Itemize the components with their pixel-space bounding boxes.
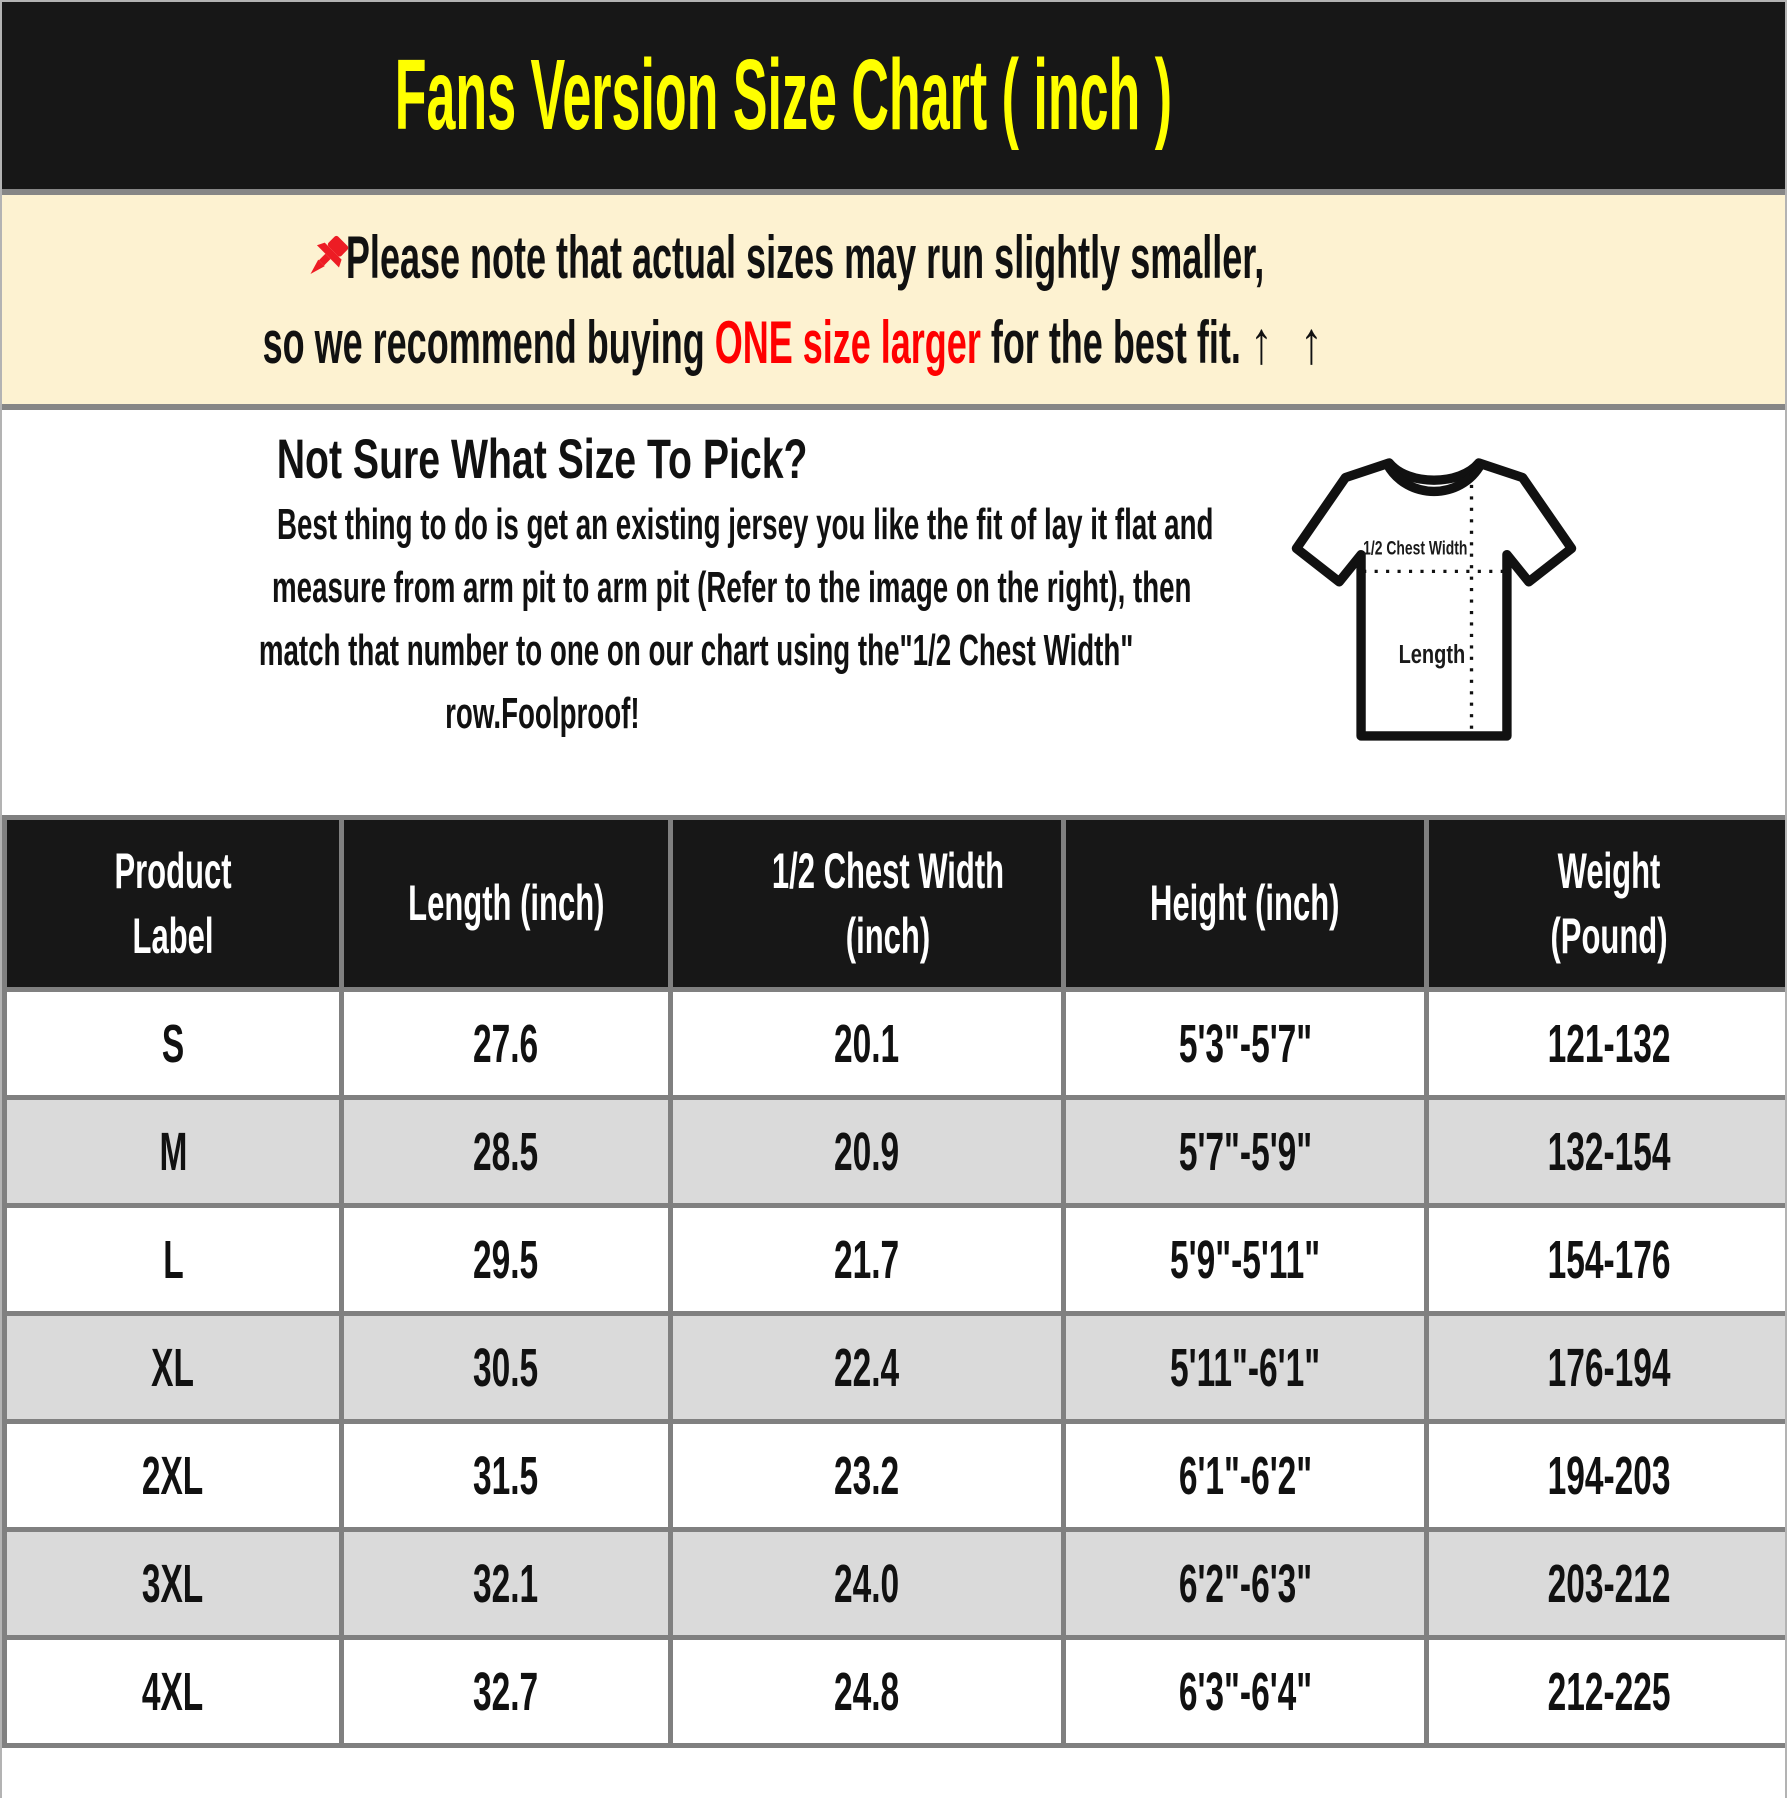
cell-height: 5'3"-5'7" xyxy=(1061,987,1429,1100)
cell-height: 5'11"-6'1" xyxy=(1061,1311,1429,1424)
cell-height: 6'3"-6'4" xyxy=(1061,1635,1429,1748)
page-title: Fans Version Size Chart ( inch ) xyxy=(394,39,1173,151)
cell-chest: 24.0 xyxy=(668,1527,1066,1640)
cell-size-label: L xyxy=(2,1203,344,1316)
column-header-height: Height (inch) xyxy=(1061,815,1429,992)
pushpin-icon xyxy=(310,235,349,275)
column-header-chest-width: 1/2 Chest Width (inch) xyxy=(668,815,1066,992)
column-header-weight: Weight (Pound) xyxy=(1424,815,1785,992)
cell-size-label: 3XL xyxy=(2,1527,344,1640)
cell-length: 28.5 xyxy=(339,1095,673,1208)
note-banner: Please note that actual sizes may run sl… xyxy=(2,189,1785,410)
table-row-4xl: 4XL 32.7 24.8 6'3"-6'4" 212-225 xyxy=(2,1635,1785,1748)
table-row-l: L 29.5 21.7 5'9"-5'11" 154-176 xyxy=(2,1203,1785,1316)
cell-weight: 176-194 xyxy=(1424,1311,1785,1424)
cell-height: 5'9"-5'11" xyxy=(1061,1203,1429,1316)
note-line-2-suffix: for the best fit. xyxy=(980,308,1241,376)
up-arrows-icon: ↑ ↑ xyxy=(1250,308,1331,376)
guide-line-3: match that number to one on our chart us… xyxy=(258,626,1134,675)
cell-height: 6'1"-6'2" xyxy=(1061,1419,1429,1532)
table-row-m: M 28.5 20.9 5'7"-5'9" 132-154 xyxy=(2,1095,1785,1208)
cell-weight: 194-203 xyxy=(1424,1419,1785,1532)
note-line-2: so we recommend buying ONE size larger f… xyxy=(262,308,1323,377)
cell-length: 31.5 xyxy=(339,1419,673,1532)
guide-line-4: row.Foolproof! xyxy=(444,689,640,738)
chest-width-label: 1/2 Chest Width xyxy=(1363,538,1467,560)
table-row-s: S 27.6 20.1 5'3"-5'7" 121-132 xyxy=(2,987,1785,1100)
title-banner: Fans Version Size Chart ( inch ) xyxy=(2,2,1785,189)
guide-paragraph: Best thing to do is get an existing jers… xyxy=(2,498,1214,750)
cell-length: 29.5 xyxy=(339,1203,673,1316)
cell-length: 32.1 xyxy=(339,1527,673,1640)
guide-heading-row: Not Sure What Size To Pick? xyxy=(2,426,1082,492)
table-row-2xl: 2XL 31.5 23.2 6'1"-6'2" 194-203 xyxy=(2,1419,1785,1532)
size-table-header: Product Label Length (inch) 1/2 Chest Wi… xyxy=(2,815,1785,992)
guide-line-1: Best thing to do is get an existing jers… xyxy=(276,500,1214,549)
cell-size-label: 2XL xyxy=(2,1419,344,1532)
one-size-larger-highlight: ONE size larger xyxy=(714,308,981,376)
note-line-1-text: Please note that actual sizes may run sl… xyxy=(346,223,1265,291)
length-label: Length xyxy=(1398,639,1465,669)
table-row-xl: XL 30.5 22.4 5'11"-6'1" 176-194 xyxy=(2,1311,1785,1424)
column-header-length: Length (inch) xyxy=(339,815,673,992)
cell-weight: 203-212 xyxy=(1424,1527,1785,1640)
column-header-product-label: Product Label xyxy=(2,815,344,992)
cell-chest: 22.4 xyxy=(668,1311,1066,1424)
tshirt-diagram: 1/2 Chest Width Length xyxy=(1082,410,1785,815)
cell-chest: 20.1 xyxy=(668,987,1066,1100)
cell-size-label: XL xyxy=(2,1311,344,1424)
cell-length: 30.5 xyxy=(339,1311,673,1424)
cell-chest: 21.7 xyxy=(668,1203,1066,1316)
guide-text-column: Not Sure What Size To Pick? Best thing t… xyxy=(2,410,1214,815)
cell-size-label: 4XL xyxy=(2,1635,344,1748)
cell-weight: 132-154 xyxy=(1424,1095,1785,1208)
cell-weight: 212-225 xyxy=(1424,1635,1785,1748)
tshirt-outline-icon: 1/2 Chest Width Length xyxy=(1291,458,1576,741)
size-guide-section: Not Sure What Size To Pick? Best thing t… xyxy=(2,410,1785,815)
cell-chest: 23.2 xyxy=(668,1419,1066,1532)
cell-height: 6'2"-6'3" xyxy=(1061,1527,1429,1640)
table-row-3xl: 3XL 32.1 24.0 6'2"-6'3" 203-212 xyxy=(2,1527,1785,1640)
cell-length: 27.6 xyxy=(339,987,673,1100)
cell-size-label: M xyxy=(2,1095,344,1208)
cell-chest: 24.8 xyxy=(668,1635,1066,1748)
cell-length: 32.7 xyxy=(339,1635,673,1748)
cell-weight: 121-132 xyxy=(1424,987,1785,1100)
cell-chest: 20.9 xyxy=(668,1095,1066,1208)
guide-line-2: measure from arm pit to arm pit (Refer t… xyxy=(272,563,1192,612)
note-line-2-prefix: so we recommend buying xyxy=(262,308,715,376)
note-line-1: Please note that actual sizes may run sl… xyxy=(310,223,1265,292)
size-table: Product Label Length (inch) 1/2 Chest Wi… xyxy=(2,815,1785,1748)
guide-heading: Not Sure What Size To Pick? xyxy=(276,427,808,490)
cell-height: 5'7"-5'9" xyxy=(1061,1095,1429,1208)
cell-weight: 154-176 xyxy=(1424,1203,1785,1316)
cell-size-label: S xyxy=(2,987,344,1100)
